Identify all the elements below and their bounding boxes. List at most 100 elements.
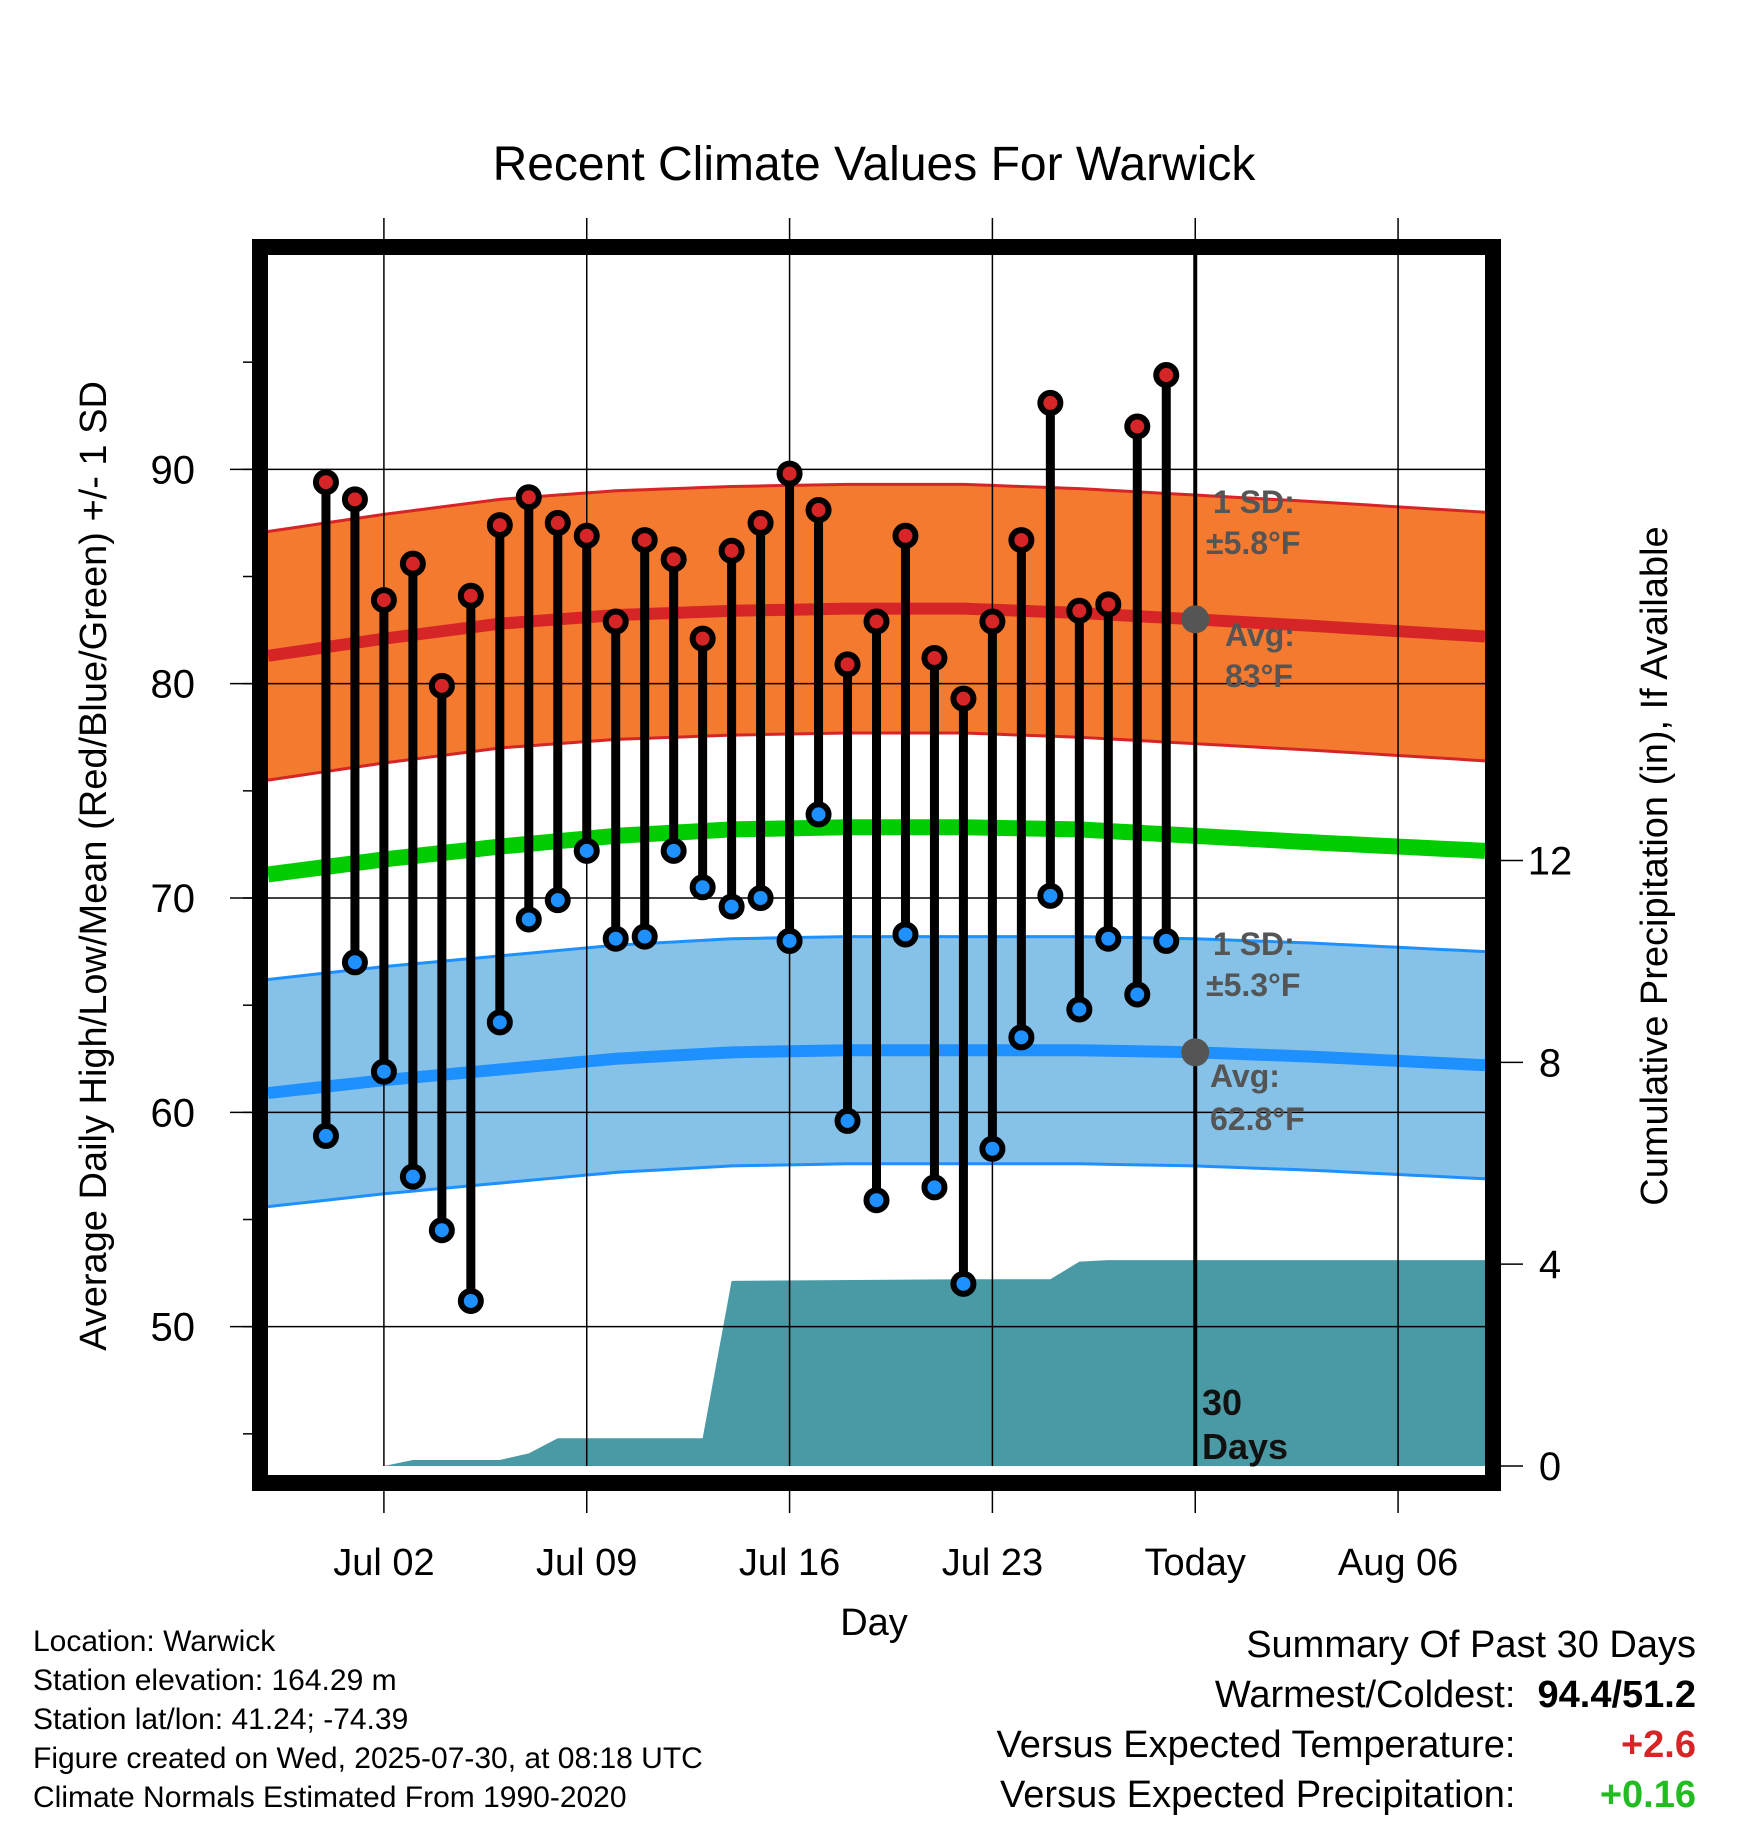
high-point-2025-07-04 xyxy=(428,672,455,699)
x-axis-label: Day xyxy=(840,1602,908,1644)
high-point-2025-07-19 xyxy=(863,608,890,635)
low-point-2025-07-04 xyxy=(428,1217,455,1244)
normals-text: Climate Normals Estimated From 1990-2020 xyxy=(33,1781,627,1814)
today-avg-high-marker xyxy=(1181,605,1210,634)
low-sd-label: 1 SD: xyxy=(1213,926,1295,962)
x-tick-label-2025-08-06: Aug 06 xyxy=(1338,1542,1458,1584)
low-point-2025-07-27 xyxy=(1095,925,1122,952)
low-point-2025-07-24 xyxy=(1008,1024,1035,1051)
precip-value: +0.16 xyxy=(1599,1774,1696,1816)
high-point-2025-07-20 xyxy=(892,522,919,549)
high-point-2025-07-01 xyxy=(341,486,368,513)
y2-tick-label-4: 4 xyxy=(1539,1243,1561,1287)
low-point-2025-06-30 xyxy=(312,1122,339,1149)
high-sd-label: 1 SD: xyxy=(1213,484,1295,520)
low-point-2025-07-07 xyxy=(515,906,542,933)
high-point-2025-07-02 xyxy=(370,587,397,614)
daily-points xyxy=(312,362,1180,1314)
low-point-2025-07-02 xyxy=(370,1058,397,1085)
high-point-2025-07-15 xyxy=(747,509,774,536)
low-point-2025-07-14 xyxy=(718,893,745,920)
summary-precip-row: Versus Expected Precipitation: +0.16 xyxy=(997,1770,1696,1820)
low-point-2025-07-19 xyxy=(863,1187,890,1214)
low-point-2025-07-13 xyxy=(689,874,716,901)
high-point-2025-07-08 xyxy=(544,509,571,536)
high-point-2025-07-09 xyxy=(573,522,600,549)
x-tick-label-2025-07-16: Jul 16 xyxy=(739,1542,840,1584)
today-marker-line xyxy=(1181,255,1210,1466)
high-point-2025-07-12 xyxy=(660,546,687,573)
low-point-2025-07-18 xyxy=(834,1107,861,1134)
x-tick-label-2025-07-23: Jul 23 xyxy=(942,1542,1043,1584)
high-point-2025-07-03 xyxy=(399,550,426,577)
low-point-2025-07-03 xyxy=(399,1163,426,1190)
axes: 50 60 70 80 90 0 4 8 12 Jul 02 Jul 09 Jul 16 Jul 23 T… xyxy=(151,218,1573,1584)
y2-tick-label-12: 12 xyxy=(1528,840,1573,884)
low-sd-value: ±5.3°F xyxy=(1206,967,1300,1003)
today-avg-low-marker xyxy=(1181,1038,1210,1067)
high-point-2025-07-05 xyxy=(457,582,484,609)
low-point-2025-07-20 xyxy=(892,921,919,948)
high-avg-value: 83°F xyxy=(1225,658,1293,694)
elevation-text: Station elevation: 164.29 m xyxy=(33,1664,397,1697)
y-tick-label-70: 70 xyxy=(151,877,196,921)
temp-value: +2.6 xyxy=(1620,1724,1696,1766)
high-point-2025-07-23 xyxy=(979,608,1006,635)
low-point-2025-07-15 xyxy=(747,885,774,912)
low-avg-label: Avg: xyxy=(1210,1058,1280,1094)
high-point-2025-07-28 xyxy=(1124,413,1151,440)
low-point-2025-07-06 xyxy=(486,1009,513,1036)
low-point-2025-07-11 xyxy=(631,923,658,950)
station-info: Location: Warwick Station elevation: 164… xyxy=(33,1622,703,1817)
high-avg-label: Avg: xyxy=(1225,617,1295,653)
high-point-2025-07-10 xyxy=(602,608,629,635)
created-text: Figure created on Wed, 2025-07-30, at 08… xyxy=(33,1742,703,1775)
summary-temp-row: Versus Expected Temperature: +2.6 xyxy=(997,1720,1696,1770)
low-point-2025-07-12 xyxy=(660,837,687,864)
extremes-label: Warmest/Coldest: xyxy=(1214,1674,1516,1716)
x-tick-label-2025-07-02: Jul 02 xyxy=(333,1542,434,1584)
temp-label: Versus Expected Temperature: xyxy=(996,1724,1516,1766)
y-axis-label: Average Daily High/Low/Mean (Red/Blue/Gr… xyxy=(73,381,115,1351)
low-point-2025-07-17 xyxy=(805,801,832,828)
high-point-2025-07-06 xyxy=(486,512,513,539)
high-sd-value: ±5.8°F xyxy=(1206,525,1300,561)
y-tick-label-60: 60 xyxy=(151,1091,196,1135)
high-point-2025-07-24 xyxy=(1008,527,1035,554)
extremes-value: 94.4/51.2 xyxy=(1537,1674,1696,1716)
high-point-2025-07-11 xyxy=(631,527,658,554)
high-point-2025-07-21 xyxy=(921,644,948,671)
low-avg-value: 62.8°F xyxy=(1210,1101,1305,1137)
high-point-2025-07-18 xyxy=(834,651,861,678)
high-point-2025-07-16 xyxy=(776,460,803,487)
low-point-2025-07-26 xyxy=(1066,996,1093,1023)
y-tick-label-90: 90 xyxy=(151,448,196,492)
high-point-2025-07-26 xyxy=(1066,597,1093,624)
high-point-2025-07-14 xyxy=(718,537,745,564)
y2-tick-label-0: 0 xyxy=(1539,1445,1561,1489)
high-point-2025-07-27 xyxy=(1095,591,1122,618)
y-tick-label-50: 50 xyxy=(151,1306,196,1350)
high-point-2025-07-25 xyxy=(1037,389,1064,416)
precip-fill xyxy=(383,1260,1485,1466)
y2-axis-label: Cumulative Precipitation (in), If Availa… xyxy=(1634,526,1676,1205)
band-annotations: 1 SD: ±5.8°F Avg: 83°F 1 SD: ±5.3°F Avg:… xyxy=(1202,484,1305,1467)
high-point-2025-07-29 xyxy=(1153,362,1180,389)
chart-title: Recent Climate Values For Warwick xyxy=(493,138,1257,191)
precip-label: Versus Expected Precipitation: xyxy=(1000,1774,1516,1816)
high-point-2025-06-30 xyxy=(312,469,339,496)
y2-tick-label-8: 8 xyxy=(1539,1041,1561,1085)
daily-range-stems xyxy=(321,375,1171,1301)
high-sd-upper-edge xyxy=(267,482,1486,533)
low-point-2025-07-01 xyxy=(341,949,368,976)
x-tick-label-2025-07-30: Today xyxy=(1145,1542,1246,1584)
low-point-2025-07-25 xyxy=(1037,882,1064,909)
latlon-text: Station lat/lon: 41.24; -74.39 xyxy=(33,1703,409,1736)
summary-heading: Summary Of Past 30 Days xyxy=(1246,1624,1696,1666)
low-point-2025-07-23 xyxy=(979,1135,1006,1162)
low-point-2025-07-10 xyxy=(602,925,629,952)
summary-extremes-row: Warmest/Coldest: 94.4/51.2 xyxy=(997,1670,1696,1720)
low-point-2025-07-16 xyxy=(776,927,803,954)
summary-panel: Summary Of Past 30 Days Warmest/Coldest:… xyxy=(997,1620,1696,1820)
